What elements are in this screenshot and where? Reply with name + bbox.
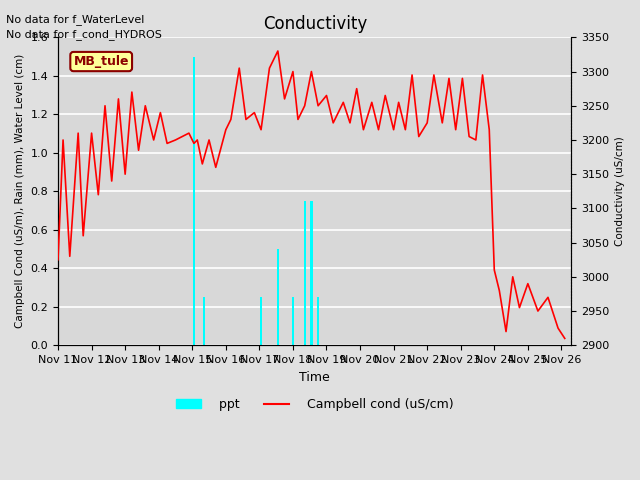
Bar: [292, 297, 294, 345]
Title: Conductivity: Conductivity: [262, 15, 367, 33]
Y-axis label: Campbell Cond (uS/m), Rain (mm), Water Level (cm): Campbell Cond (uS/m), Rain (mm), Water L…: [15, 54, 25, 328]
Text: MB_tule: MB_tule: [74, 55, 129, 68]
X-axis label: Time: Time: [300, 371, 330, 384]
Bar: [276, 249, 279, 345]
Bar: [303, 201, 306, 345]
Bar: [317, 297, 319, 345]
Y-axis label: Conductivity (uS/cm): Conductivity (uS/cm): [615, 136, 625, 246]
Bar: [203, 297, 205, 345]
Bar: [193, 57, 195, 345]
Text: No data for f_WaterLevel
No data for f_cond_HYDROS: No data for f_WaterLevel No data for f_c…: [6, 14, 163, 40]
Bar: [310, 201, 312, 345]
Bar: [260, 297, 262, 345]
Legend:   ppt,   Campbell cond (uS/cm): ppt, Campbell cond (uS/cm): [171, 393, 459, 416]
